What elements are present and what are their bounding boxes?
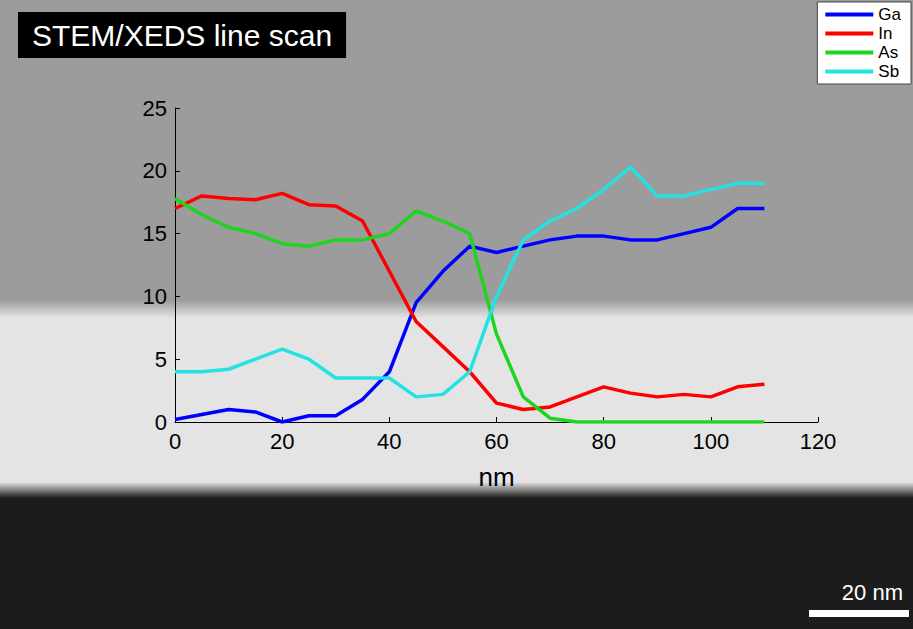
svg-text:As: As — [878, 43, 898, 62]
svg-text:In: In — [878, 24, 892, 43]
svg-text:Ga: Ga — [878, 5, 901, 24]
svg-text:20 nm: 20 nm — [842, 580, 903, 605]
svg-text:Sb: Sb — [878, 62, 899, 81]
svg-text:10: 10 — [143, 284, 167, 309]
svg-text:nm: nm — [478, 462, 514, 492]
svg-text:5: 5 — [155, 347, 167, 372]
svg-text:40: 40 — [377, 429, 401, 454]
svg-text:15: 15 — [143, 221, 167, 246]
svg-text:80: 80 — [591, 429, 615, 454]
svg-text:25: 25 — [143, 96, 167, 121]
svg-text:120: 120 — [800, 429, 837, 454]
svg-text:0: 0 — [155, 410, 167, 435]
svg-text:20: 20 — [143, 158, 167, 183]
svg-text:100: 100 — [692, 429, 729, 454]
svg-text:20: 20 — [270, 429, 294, 454]
svg-text:STEM/XEDS line scan: STEM/XEDS line scan — [32, 19, 332, 52]
svg-text:60: 60 — [484, 429, 508, 454]
svg-text:0: 0 — [169, 429, 181, 454]
